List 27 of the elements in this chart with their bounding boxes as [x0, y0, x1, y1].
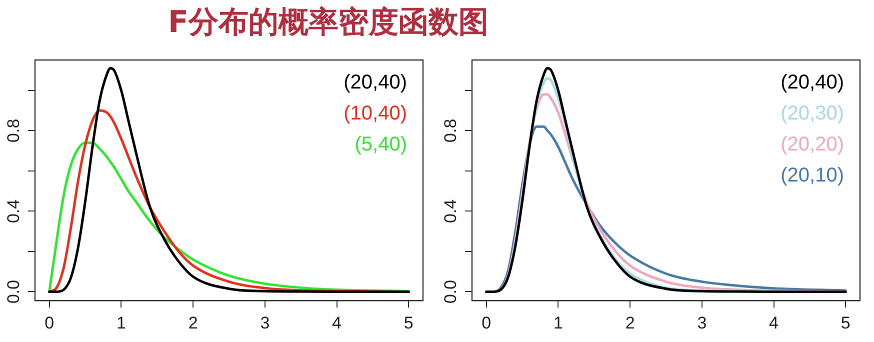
x-tick-label: 5: [840, 313, 850, 332]
x-tick-label: 3: [260, 313, 270, 332]
y-tick-label: 0.0: [441, 280, 460, 304]
y-tick-label: 0.4: [441, 199, 460, 224]
x-tick-label: 4: [769, 313, 779, 332]
x-tick-label: 5: [404, 313, 414, 332]
x-tick-label: 1: [553, 313, 563, 332]
chart-title: F分布的概率密度函数图: [168, 4, 488, 42]
text: (20,20): [780, 134, 844, 156]
x-tick-label: 4: [332, 313, 342, 332]
text: (5,40): [354, 134, 407, 156]
x-tick-label: 2: [188, 313, 198, 332]
x-tick-label: 1: [116, 313, 126, 332]
x-tick-label: 3: [697, 313, 707, 332]
text: (20,30): [780, 102, 844, 125]
y-tick-label: 0.8: [4, 118, 24, 142]
line-series: [48, 67, 410, 293]
y-tick-label: 0.8: [441, 118, 460, 142]
text: (20,40): [780, 72, 844, 94]
y-tick-label: 0.0: [4, 280, 24, 304]
text: (20,40): [344, 72, 407, 94]
x-tick-label: 2: [625, 313, 635, 332]
text: (10,40): [344, 102, 407, 125]
x-tick-label: 0: [482, 313, 492, 332]
x-tick-label: 0: [44, 313, 54, 332]
text: (20,10): [780, 164, 844, 187]
y-tick-label: 0.4: [4, 199, 24, 224]
